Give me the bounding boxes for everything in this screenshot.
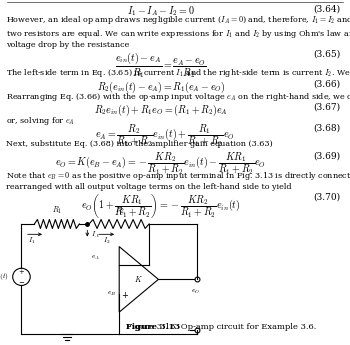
Text: $I_1 - I_A - I_2 = 0$: $I_1 - I_A - I_2 = 0$ — [127, 4, 195, 18]
Text: $I_1$: $I_1$ — [28, 236, 35, 246]
Text: (3.70): (3.70) — [313, 192, 340, 201]
Text: $e_A$: $e_A$ — [91, 254, 100, 262]
Text: $R_2(e_{in}(t) - e_A) = R_1(e_A - e_O)$: $R_2(e_{in}(t) - e_A) = R_1(e_A - e_O)$ — [97, 79, 225, 95]
Text: $\dfrac{e_{in}(t) - e_A}{R_1} = \dfrac{e_A - e_O}{R_2}$: $\dfrac{e_{in}(t) - e_A}{R_1} = \dfrac{e… — [115, 50, 207, 79]
Text: (3.68): (3.68) — [313, 123, 340, 132]
Text: $R_2$: $R_2$ — [115, 205, 125, 216]
Text: Figure 3.13  Op-amp circuit for Example 3.6.: Figure 3.13 Op-amp circuit for Example 3… — [126, 323, 316, 331]
Text: $+$: $+$ — [121, 290, 129, 300]
Text: $e_O\left(1 + \dfrac{KR_1}{R_1 + R_2}\right) = -\dfrac{KR_2}{R_1 + R_2}e_{in}(t): $e_O\left(1 + \dfrac{KR_1}{R_1 + R_2}\ri… — [81, 192, 241, 220]
Text: voltage drop by the resistance: voltage drop by the resistance — [6, 41, 130, 49]
Text: $e_B$: $e_B$ — [106, 290, 116, 298]
Text: (3.65): (3.65) — [313, 50, 340, 59]
Text: $e_O = K(e_B - e_A) = -\dfrac{KR_2}{R_1 + R_2}e_{in}(t) - \dfrac{KR_1}{R_1 + R_2: $e_O = K(e_B - e_A) = -\dfrac{KR_2}{R_1 … — [55, 151, 267, 177]
Text: +: + — [19, 268, 25, 276]
Text: $e_O$: $e_O$ — [191, 288, 200, 296]
Text: $e_A = \dfrac{R_2}{R_1 + R_2}e_{in}(t) + \dfrac{R_1}{R_1 + R_2}e_O$: $e_A = \dfrac{R_2}{R_1 + R_2}e_{in}(t) +… — [94, 123, 234, 149]
Text: $e_{in}(t)$: $e_{in}(t)$ — [0, 272, 9, 282]
Text: Note that $e_B = 0$ as the positive op-amp input terminal in Fig. 3.13 is direct: Note that $e_B = 0$ as the positive op-a… — [6, 170, 350, 182]
Text: The left-side term in Eq. (3.65) is current $I_1$ and the right-side term is cur: The left-side term in Eq. (3.65) is curr… — [6, 67, 350, 79]
Text: Figure 3.13: Figure 3.13 — [126, 323, 180, 331]
Text: $-$: $-$ — [121, 259, 129, 268]
Text: However, an ideal op amp draws negligible current ($I_A = 0$) and, therefore, $I: However, an ideal op amp draws negligibl… — [6, 14, 350, 27]
Text: Rearranging Eq. (3.66) with the op-amp input voltage $e_A$ on the right-hand sid: Rearranging Eq. (3.66) with the op-amp i… — [6, 91, 350, 104]
Text: $R_1$: $R_1$ — [52, 205, 62, 216]
Text: $-$: $-$ — [18, 277, 25, 285]
Text: (3.69): (3.69) — [313, 151, 340, 160]
Text: two resistors are equal. We can write expressions for $I_1$ and $I_2$ by using O: two resistors are equal. We can write ex… — [6, 28, 350, 40]
Text: $I_2$: $I_2$ — [103, 236, 110, 246]
Text: or, solving for $e_A$: or, solving for $e_A$ — [6, 115, 75, 127]
Text: $K$: $K$ — [134, 274, 143, 284]
Text: (3.66): (3.66) — [313, 79, 340, 88]
Text: (3.64): (3.64) — [313, 4, 340, 13]
Text: rearranged with all output voltage terms on the left-hand side to yield: rearranged with all output voltage terms… — [6, 183, 292, 191]
Text: (3.67): (3.67) — [313, 102, 340, 111]
Text: $I_A$: $I_A$ — [91, 230, 100, 240]
Text: Next, substitute Eq. (3.68) into the amplifier gain equation (3.63): Next, substitute Eq. (3.68) into the amp… — [6, 140, 273, 148]
Text: $R_2 e_{in}(t) + R_1 e_O = (R_1 + R_2)e_A$: $R_2 e_{in}(t) + R_1 e_O = (R_1 + R_2)e_… — [94, 102, 228, 118]
